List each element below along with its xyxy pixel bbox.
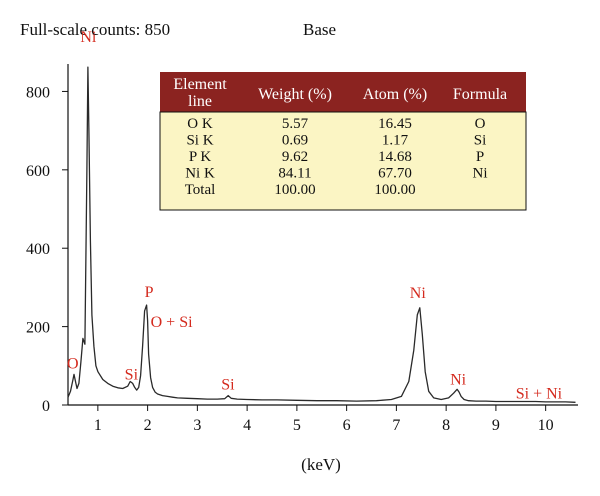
table-cell: 100.00 <box>274 182 315 198</box>
x-tick-label: 2 <box>144 417 152 434</box>
table-header-formula: Formula <box>453 86 507 103</box>
x-tick-label: 5 <box>293 417 301 434</box>
x-tick-label: 7 <box>392 417 400 434</box>
table-header-background <box>160 72 526 112</box>
peak-label: O <box>67 355 79 372</box>
table-header-atom: Atom (%) <box>363 86 427 103</box>
table-cell: P <box>476 149 484 165</box>
table-cell: 9.62 <box>282 149 308 165</box>
composition-table: Element line Weight (%) Atom (%) Formula… <box>159 72 527 211</box>
table-cell: Si <box>474 133 487 149</box>
table-cell: P K <box>189 149 212 165</box>
peak-label: Si <box>125 366 139 383</box>
y-tick-label: 200 <box>26 320 50 337</box>
axes <box>67 64 578 406</box>
table-cell: 100.00 <box>374 182 415 198</box>
table-cell: 14.68 <box>378 149 412 165</box>
spectrum-line <box>67 66 576 403</box>
peak-label: Si + Ni <box>516 385 563 402</box>
y-tick-label: 800 <box>26 84 50 101</box>
table-cell: 5.57 <box>282 116 309 132</box>
table-cell: 0.69 <box>282 133 308 149</box>
table-header-line: line <box>188 93 212 110</box>
x-tick-label: 6 <box>343 417 351 434</box>
peak-label: P <box>145 284 154 301</box>
table-cell: 67.70 <box>378 166 412 182</box>
ticks: 1 2 3 4 5 6 7 8 9 10 0 200 400 600 800 <box>26 84 554 434</box>
full-scale-counts: Full-scale counts: 850 <box>20 20 171 39</box>
peak-label: Ni <box>410 285 427 302</box>
table-cell: Si K <box>186 133 213 149</box>
peak-label: Ni <box>80 29 97 46</box>
table-cell: Ni <box>473 166 488 182</box>
peak-label: Si <box>221 377 235 394</box>
x-tick-label: 9 <box>492 417 500 434</box>
table-body-background <box>159 111 527 211</box>
table-cell: 16.45 <box>378 116 412 132</box>
x-tick-label: 10 <box>538 417 554 434</box>
table-cell: Total <box>185 182 216 198</box>
y-tick-label: 400 <box>26 241 50 258</box>
x-tick-label: 4 <box>243 417 251 434</box>
table-header-weight: Weight (%) <box>258 86 332 103</box>
table-cell: Ni K <box>185 166 215 182</box>
table-cell: O K <box>187 116 213 132</box>
table-cell: 84.11 <box>278 166 311 182</box>
y-tick-label: 600 <box>26 163 50 180</box>
table-header-element: Element <box>173 76 227 93</box>
x-axis-label: (keV) <box>301 455 341 474</box>
peak-label: O + Si <box>151 314 193 331</box>
peak-label: Ni <box>450 371 467 388</box>
x-tick-label: 1 <box>94 417 102 434</box>
x-tick-label: 3 <box>193 417 201 434</box>
sample-name: Base <box>303 20 337 39</box>
y-tick-label: 0 <box>42 398 50 415</box>
table-cell: 1.17 <box>382 133 409 149</box>
table-rows: O K 5.57 16.45 O Si K 0.69 1.17 Si P K 9.62 14.68 P… <box>185 116 488 198</box>
table-cell: O <box>475 116 486 132</box>
x-tick-label: 8 <box>442 417 450 434</box>
